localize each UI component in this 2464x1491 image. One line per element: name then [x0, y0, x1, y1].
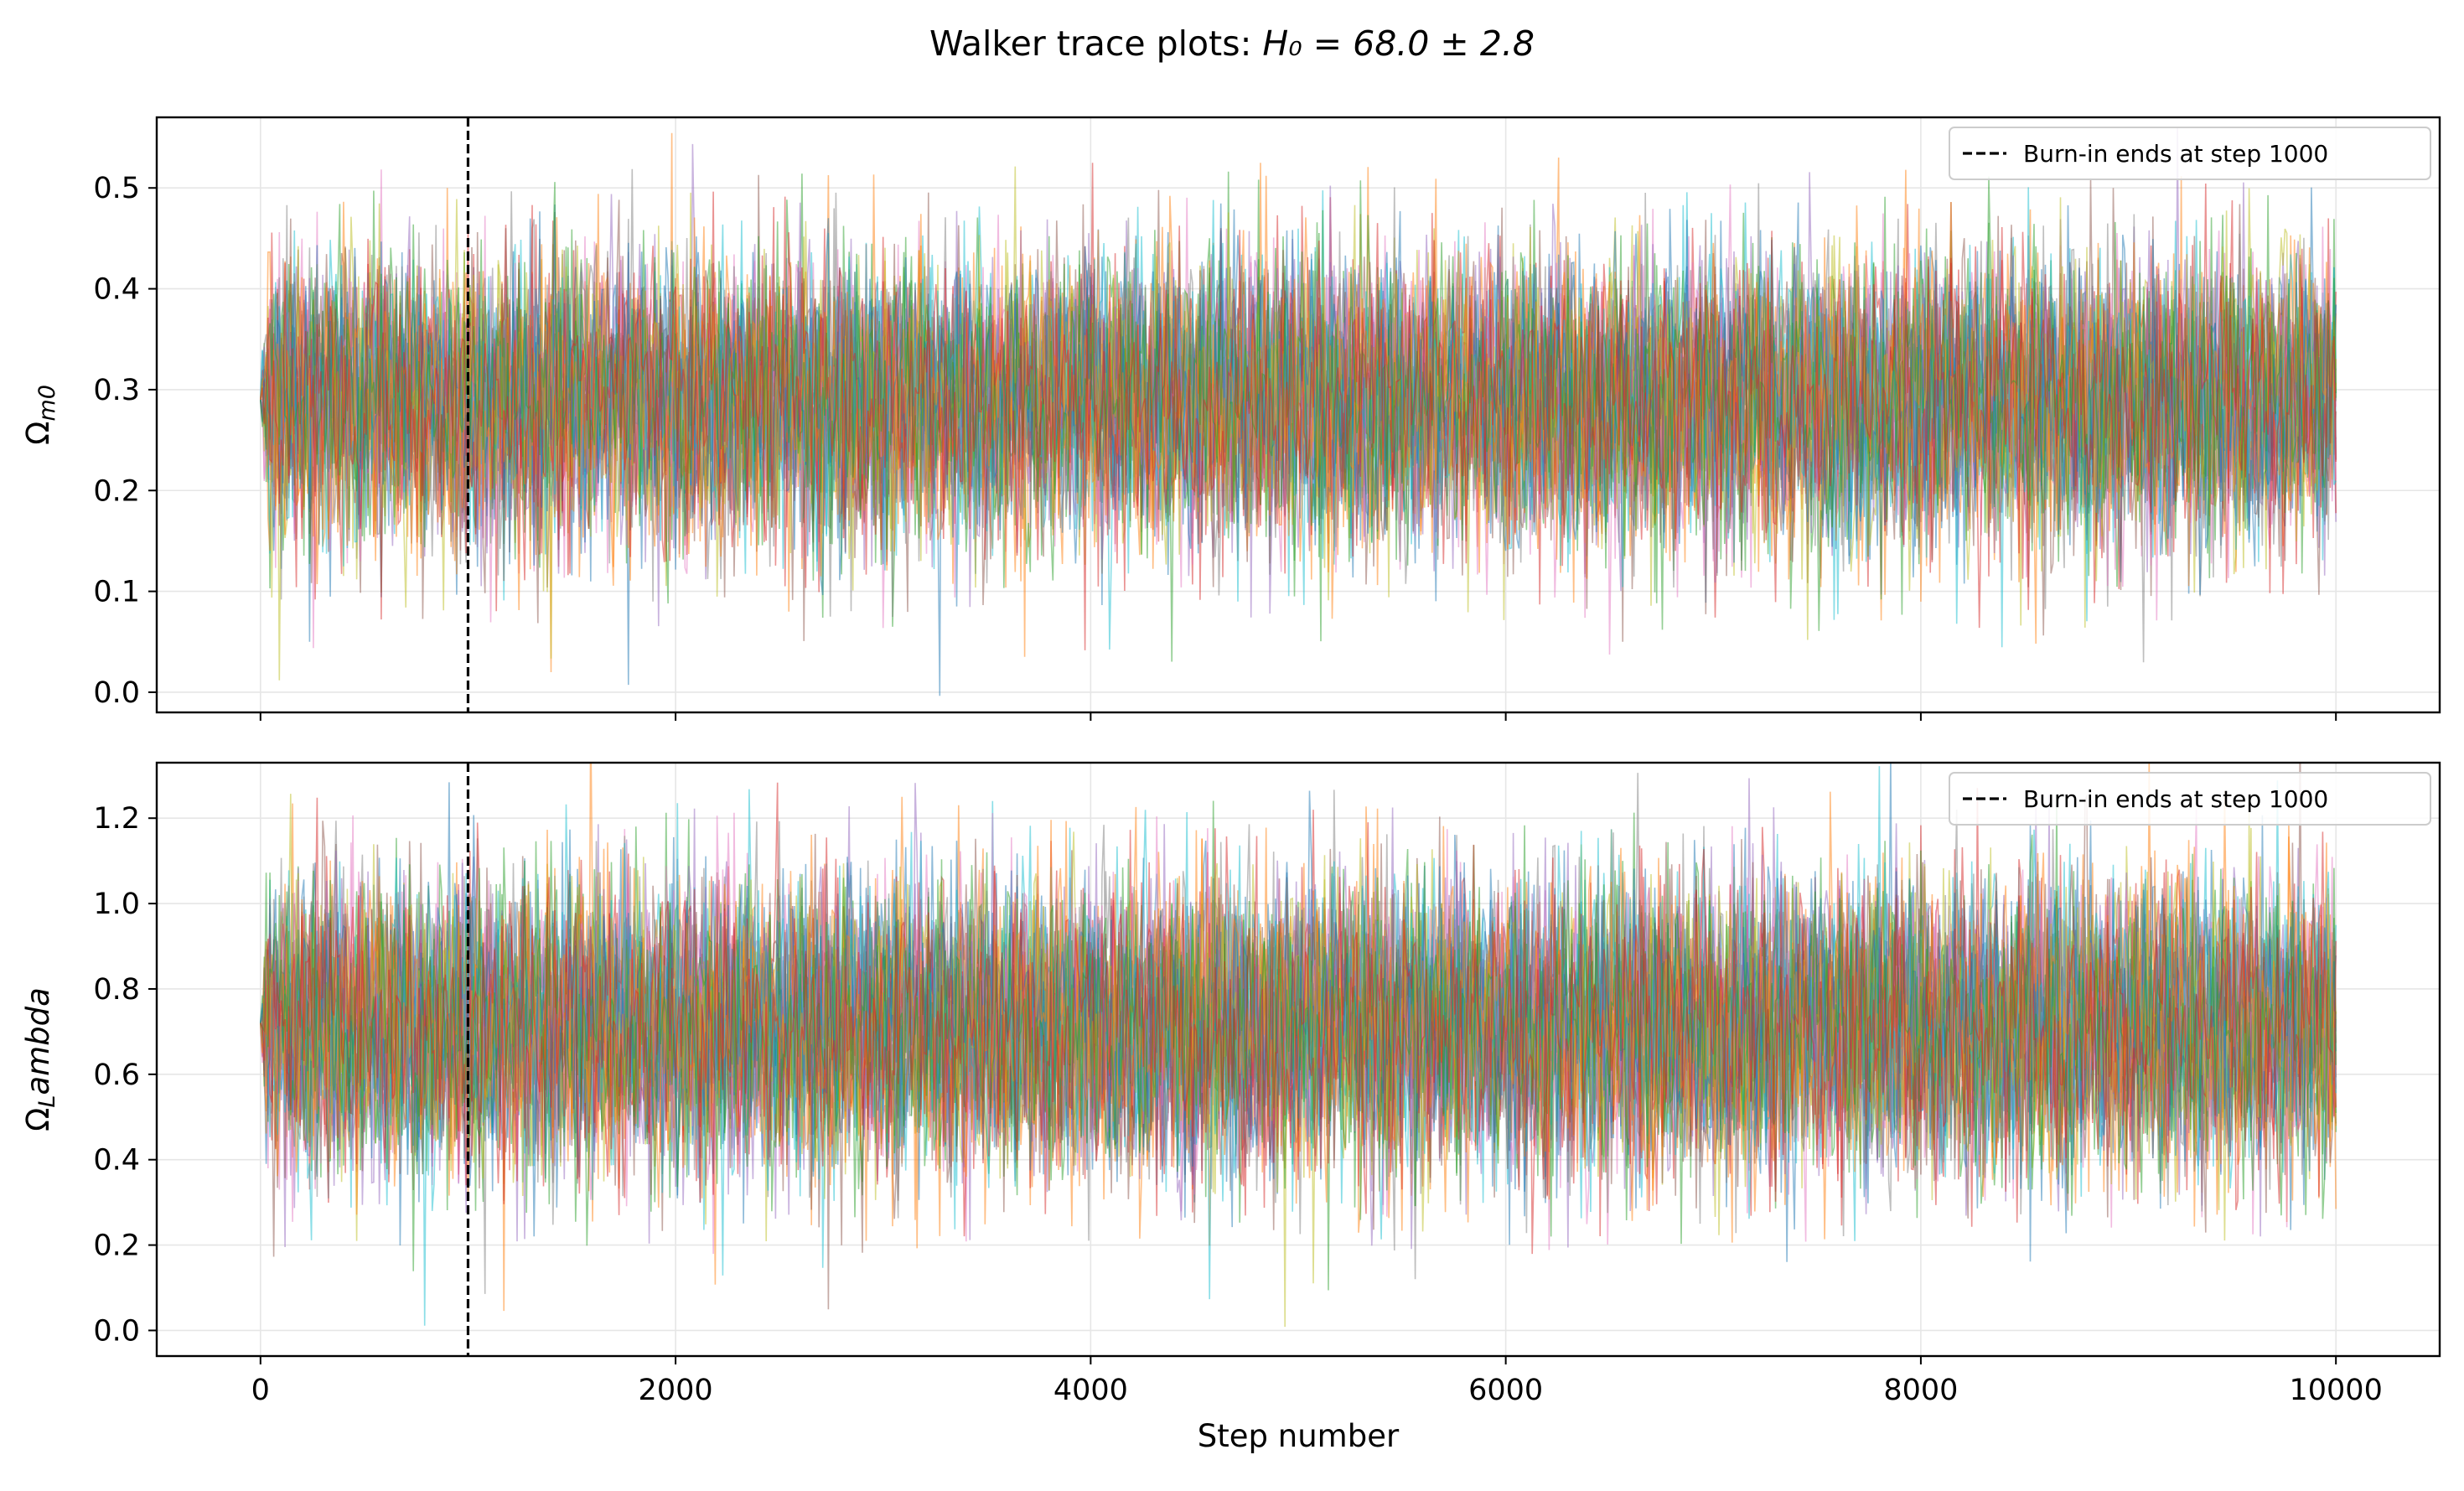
y-tick-label: 0.0 — [93, 1314, 140, 1348]
walker-trace — [260, 179, 2337, 662]
x-tick-label: 8000 — [1883, 1374, 1958, 1407]
omega-m0-legend-label: Burn-in ends at step 1000 — [2023, 140, 2328, 168]
omega-lambda-panel: 0.0 0.2 0.4 0.6 0.8 1.0 1.2 0 2000 4000 6000 8000 10… — [20, 761, 2441, 1454]
omega-m0-ticks: 0.0 0.1 0.2 0.3 0.4 0.5 — [93, 172, 2337, 721]
x-tick-label: 6000 — [1468, 1374, 1543, 1407]
omega-m0-axes-frame — [155, 116, 2441, 714]
y-tick-label: 0.3 — [93, 374, 140, 407]
title-math: H₀ = 68.0 ± 2.8 — [1262, 23, 1535, 64]
x-tick-label: 10000 — [2290, 1374, 2383, 1407]
omega-lambda-ylabel: ΩLambda — [20, 987, 60, 1131]
omega-m0-legend: Burn-in ends at step 1000 — [1949, 127, 2431, 180]
y-tick-label: 0.1 — [93, 576, 140, 609]
omega-m0-panel: 0.0 0.1 0.2 0.3 0.4 0.5 Ωm0 Burn-in ends at s… — [20, 116, 2441, 721]
omega-lambda-traces — [260, 763, 2337, 1328]
omega-m0-ylabel: Ωm0 — [20, 385, 60, 445]
omega-m0-legend-box — [1949, 127, 2431, 180]
omega-lambda-legend-label: Burn-in ends at step 1000 — [2023, 785, 2328, 813]
x-tick-label: 4000 — [1053, 1374, 1128, 1407]
step-number-xlabel: Step number — [1198, 1418, 1400, 1454]
omega-m0-traces — [260, 127, 2337, 696]
y-tick-label: 0.5 — [93, 172, 140, 205]
walker-trace — [260, 797, 2337, 1227]
x-tick-label: 2000 — [639, 1374, 713, 1407]
y-tick-label: 0.0 — [93, 676, 140, 710]
y-tick-label: 0.6 — [93, 1059, 140, 1092]
omega-lambda-legend-box — [1949, 772, 2431, 826]
y-tick-label: 0.4 — [93, 1144, 140, 1178]
omega-lambda-ticks: 0.0 0.2 0.4 0.6 0.8 1.0 1.2 0 2000 4000 6000 8000 10… — [93, 802, 2383, 1407]
y-tick-label: 0.2 — [93, 1230, 140, 1263]
y-tick-label: 0.2 — [93, 474, 140, 508]
y-tick-label: 1.0 — [93, 888, 140, 921]
omega-lambda-legend: Burn-in ends at step 1000 — [1949, 772, 2431, 826]
title-text: Walker trace plots: — [929, 23, 1262, 64]
y-tick-label: 0.8 — [93, 973, 140, 1007]
y-tick-label: 1.2 — [93, 802, 140, 836]
walker-trace — [260, 163, 2337, 650]
omega-lambda-axes-frame — [155, 761, 2441, 1358]
figure-title: Walker trace plots: H₀ = 68.0 ± 2.8 — [929, 23, 1535, 64]
x-tick-label: 0 — [251, 1374, 270, 1407]
walker-trace — [260, 815, 2337, 1262]
y-tick-label: 0.4 — [93, 273, 140, 307]
